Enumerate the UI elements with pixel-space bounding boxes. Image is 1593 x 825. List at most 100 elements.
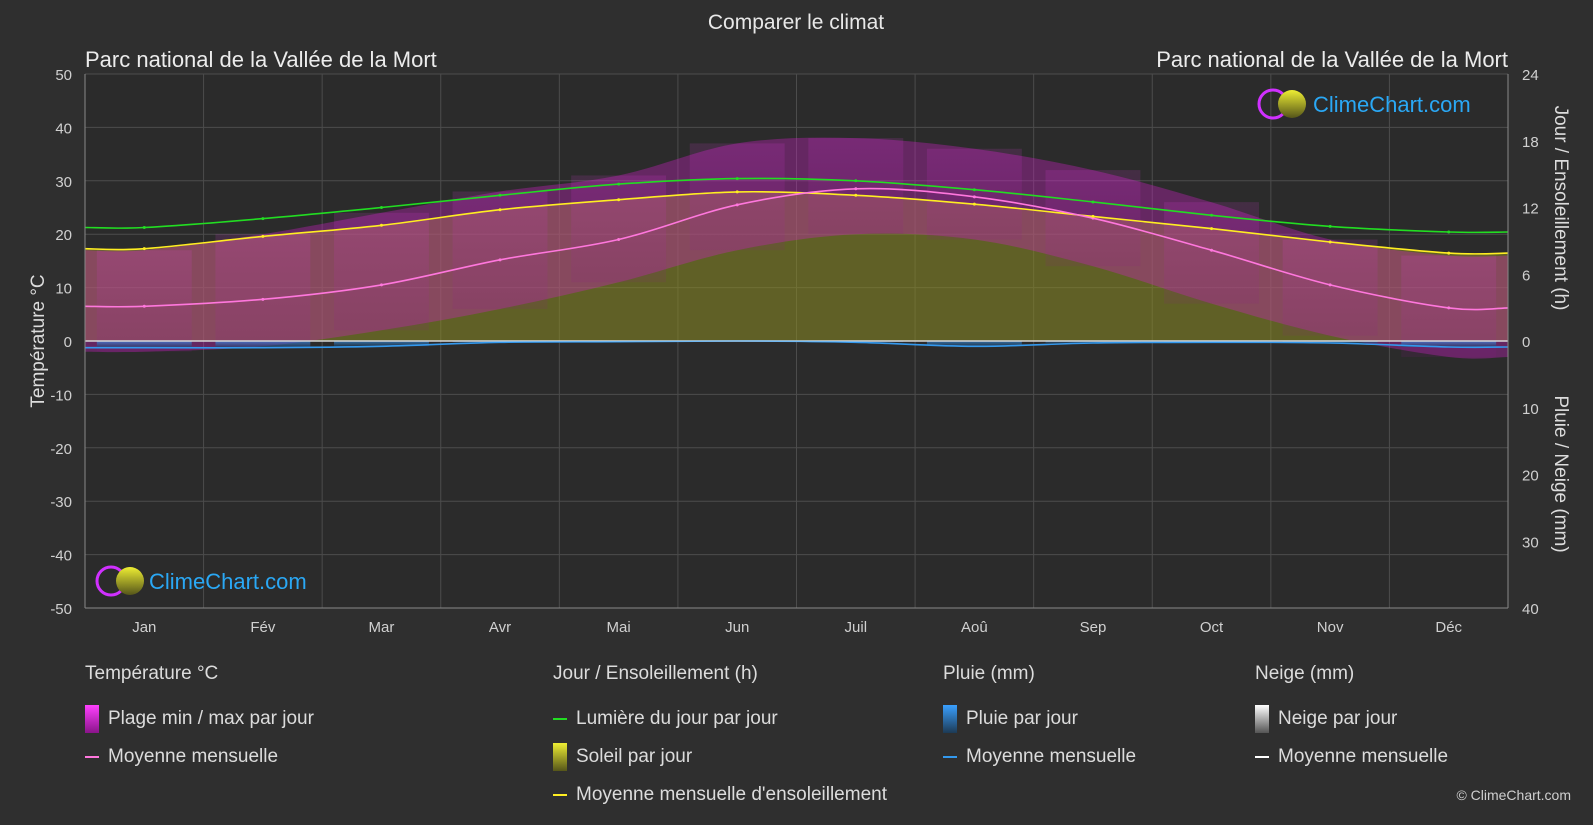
x-tick-label: Fév bbox=[250, 619, 276, 636]
daylight-point bbox=[1091, 200, 1095, 204]
legend-item: Pluie par jour bbox=[943, 700, 1136, 738]
temp-mean-point bbox=[1328, 283, 1332, 287]
y-right-bottom-tick-label: 20 bbox=[1522, 468, 1539, 485]
legend-heading: Neige (mm) bbox=[1255, 663, 1355, 684]
legend-sun: Jour / Ensoleillement (h) Lumière du jou… bbox=[553, 662, 887, 814]
legend-label: Plage min / max par jour bbox=[108, 708, 314, 729]
temp-mean-point bbox=[617, 238, 621, 242]
daylight-point bbox=[379, 206, 383, 209]
data-lines bbox=[85, 177, 1508, 349]
daylight-swatch bbox=[553, 718, 567, 720]
sunshine-mean-point bbox=[1447, 251, 1451, 255]
y-left-tick-label: 50 bbox=[55, 67, 72, 84]
legend-heading: Jour / Ensoleillement (h) bbox=[553, 663, 758, 684]
y-left-tick-label: 0 bbox=[64, 334, 72, 351]
y-right-top-tick-label: 12 bbox=[1522, 201, 1539, 218]
legend-item: Moyenne mensuelle d'ensoleillement bbox=[553, 776, 887, 814]
legend-temperature: Température °C Plage min / max par jour … bbox=[85, 662, 314, 776]
y-left-tick-label: 20 bbox=[55, 227, 72, 244]
temp-mean-point bbox=[735, 203, 739, 207]
legend-label: Soleil par jour bbox=[576, 746, 693, 767]
rain-bar bbox=[926, 341, 1022, 347]
y-right-top-tick-label: 18 bbox=[1522, 134, 1539, 151]
x-tick-label: Avr bbox=[489, 619, 511, 636]
y-left-tick-label: -20 bbox=[50, 441, 72, 458]
sunshine-mean-point bbox=[1210, 227, 1214, 231]
logo-sun-icon bbox=[116, 567, 144, 595]
temp-mean-point bbox=[854, 187, 858, 191]
daylight-point bbox=[972, 188, 976, 192]
legend-snow: Neige (mm) Neige par jour Moyenne mensue… bbox=[1255, 662, 1448, 776]
temp-range-bar bbox=[926, 148, 1022, 240]
y-right-top-tick-label: 0 bbox=[1522, 334, 1530, 351]
y-right-bottom-label: Pluie / Neige (mm) bbox=[1550, 395, 1571, 552]
legend-label: Lumière du jour par jour bbox=[576, 708, 778, 729]
y-left-tick-label: -30 bbox=[50, 494, 72, 511]
sunshine-swatch bbox=[553, 743, 567, 771]
temp-mean-swatch bbox=[85, 756, 99, 758]
logo-bottom[interactable]: ClimeChart.com bbox=[95, 565, 307, 597]
x-tick-label: Juil bbox=[845, 619, 868, 636]
x-tick-label: Mar bbox=[369, 619, 395, 636]
legend-heading: Pluie (mm) bbox=[943, 663, 1035, 684]
sunshine-mean-point bbox=[142, 247, 146, 251]
temp-range-bar bbox=[1164, 202, 1259, 304]
rain-bar bbox=[96, 341, 192, 348]
x-tick-label: Oct bbox=[1200, 619, 1224, 636]
legend-label: Moyenne mensuelle bbox=[966, 746, 1137, 767]
temp-range-swatch bbox=[85, 705, 99, 733]
daylight-point bbox=[617, 182, 621, 186]
temp-mean-point bbox=[379, 283, 383, 287]
legend-rain: Pluie (mm) Pluie par jour Moyenne mensue… bbox=[943, 662, 1136, 776]
daylight-point bbox=[1328, 224, 1332, 228]
data-bands bbox=[85, 137, 1508, 359]
y-right-top-tick-label: 6 bbox=[1522, 267, 1530, 284]
logo-text: ClimeChart.com bbox=[1313, 92, 1471, 117]
daylight-point bbox=[1447, 230, 1451, 234]
y-left-tick-label: -40 bbox=[50, 548, 72, 565]
legend-item: Moyenne mensuelle bbox=[85, 738, 314, 776]
x-tick-label: Déc bbox=[1435, 619, 1462, 636]
y-left-tick-label: 10 bbox=[55, 281, 72, 298]
sunshine-mean-point bbox=[617, 198, 621, 202]
logo-top[interactable]: ClimeChart.com bbox=[1257, 88, 1471, 120]
copyright: © ClimeChart.com bbox=[1456, 787, 1571, 803]
temp-mean-line bbox=[85, 187, 1508, 311]
x-tick-label: Nov bbox=[1317, 619, 1344, 636]
y-left-tick-label: -10 bbox=[50, 387, 72, 404]
temp-mean-point bbox=[1447, 306, 1451, 310]
snow-swatch bbox=[1255, 705, 1269, 733]
daylight-point bbox=[854, 179, 858, 183]
y-left-tick-label: 30 bbox=[55, 174, 72, 191]
y-right-top-tick-label: 24 bbox=[1522, 67, 1539, 84]
rain-swatch bbox=[943, 705, 957, 733]
sunshine-mean-point bbox=[1328, 240, 1332, 244]
daylight-line bbox=[85, 177, 1508, 234]
legend-heading: Température °C bbox=[85, 663, 219, 684]
rain-bar bbox=[1282, 341, 1378, 344]
legend-item: Moyenne mensuelle bbox=[943, 738, 1136, 776]
legend-item: Soleil par jour bbox=[553, 738, 887, 776]
temp-range-band bbox=[85, 137, 1508, 359]
y-right-bottom-tick-label: 30 bbox=[1522, 534, 1539, 551]
daylight-point bbox=[1210, 213, 1214, 217]
temp-range-bar bbox=[334, 212, 429, 331]
rain-bar bbox=[334, 341, 429, 347]
y-left-label: Température °C bbox=[28, 274, 49, 407]
x-tick-label: Mai bbox=[607, 619, 631, 636]
temp-mean-point bbox=[142, 304, 146, 308]
sunshine-mean-point bbox=[1091, 214, 1095, 218]
sunshine-band bbox=[85, 191, 1508, 341]
rain-bar bbox=[215, 341, 311, 348]
sunshine-mean-point bbox=[379, 223, 383, 227]
sunshine-mean-point bbox=[854, 193, 858, 197]
y-right-bottom-tick-label: 40 bbox=[1522, 601, 1539, 618]
snow-mean-swatch bbox=[1255, 756, 1269, 758]
x-tick-label: Jan bbox=[132, 619, 156, 636]
axes: 50 40 30 20 10 0 -10 -20 -30 -40 -50 Jan Fév Mar Avr Ma… bbox=[50, 67, 1538, 636]
temp-range-bar bbox=[808, 138, 904, 235]
legend-label: Moyenne mensuelle bbox=[1278, 746, 1449, 767]
rain-bar bbox=[1045, 341, 1141, 344]
legend-label: Moyenne mensuelle bbox=[108, 746, 279, 767]
